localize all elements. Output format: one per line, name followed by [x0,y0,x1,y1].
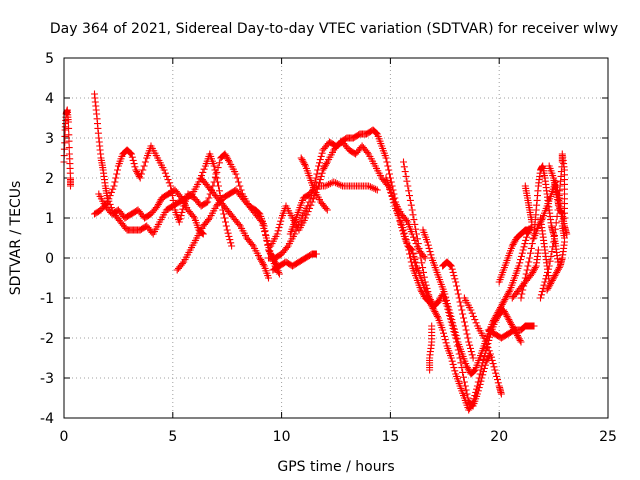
y-tick-label: -2 [40,331,54,347]
y-tick-label: -4 [40,411,54,427]
y-tick-label: 4 [45,91,54,107]
y-tick-label: 0 [45,251,54,267]
x-tick-label: 0 [60,429,69,445]
y-tick-label: -1 [40,291,54,307]
y-tick-label: 3 [45,131,54,147]
x-tick-label: 5 [168,429,177,445]
y-tick-label: -3 [40,371,54,387]
chart-title: Day 364 of 2021, Sidereal Day-to-day VTE… [50,21,618,37]
y-tick-label: 5 [45,51,54,67]
x-tick-label: 15 [381,429,399,445]
data-points [60,90,571,414]
y-tick-label: 1 [45,211,54,227]
data-point-markers [60,90,571,414]
x-tick-label: 10 [273,429,291,445]
y-axis-label: SDTVAR / TECUs [8,181,24,296]
x-tick-label: 25 [599,429,617,445]
grid [64,58,608,418]
plot-frame [63,57,609,419]
x-tick-label: 20 [490,429,508,445]
x-axis-label: GPS time / hours [277,459,394,475]
y-tick-label: 2 [45,171,54,187]
